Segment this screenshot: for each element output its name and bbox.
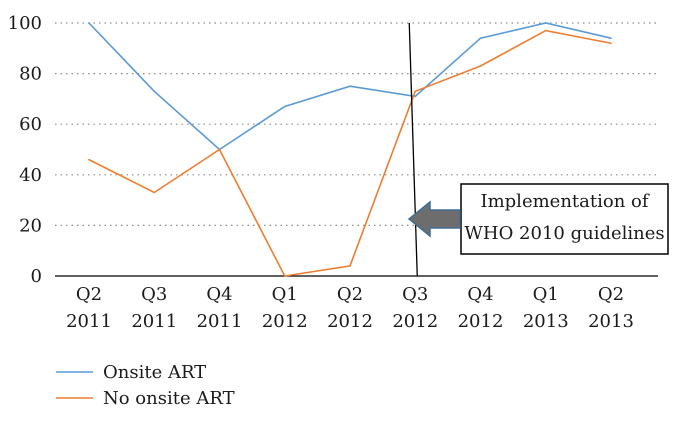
x-tick-label-year: 2012 — [262, 311, 308, 332]
implementation-marker — [408, 22, 418, 277]
y-axis: 0 20 40 60 80 100 — [8, 13, 42, 287]
data-point — [88, 22, 90, 24]
x-tick-label-year: 2012 — [392, 311, 438, 332]
y-tick-label: 0 — [31, 266, 42, 287]
x-tick-label-quarter: Q2 — [598, 284, 624, 305]
data-point — [153, 191, 156, 194]
data-point — [610, 37, 612, 39]
legend: Onsite ART No onsite ART — [56, 362, 235, 409]
data-point — [153, 90, 156, 93]
data-point — [479, 65, 482, 67]
x-tick-label-quarter: Q4 — [206, 284, 232, 305]
data-point — [349, 265, 351, 267]
legend-label-onsite-art: Onsite ART — [103, 362, 206, 383]
annotation-text-line-1: Implementation of — [480, 191, 649, 212]
gridlines — [55, 22, 658, 226]
x-tick-label-year: 2011 — [197, 311, 243, 332]
y-tick-label: 60 — [19, 114, 42, 135]
x-tick-label-quarter: Q4 — [467, 284, 493, 305]
x-tick-label-quarter: Q1 — [272, 284, 298, 305]
left-arrow-icon — [407, 200, 461, 238]
data-point — [414, 90, 417, 93]
data-point — [544, 22, 547, 24]
x-tick-label-quarter: Q2 — [76, 284, 102, 305]
series-lines — [88, 22, 612, 277]
data-point — [544, 29, 547, 32]
data-point — [479, 37, 482, 39]
x-tick-label-year: 2013 — [588, 311, 634, 332]
x-tick-label-year: 2011 — [131, 311, 177, 332]
x-tick-label-quarter: Q3 — [402, 284, 428, 305]
data-point — [414, 95, 417, 98]
x-tick-label-year: 2011 — [66, 311, 112, 332]
data-point — [88, 158, 90, 161]
y-tick-label: 80 — [19, 64, 42, 85]
x-axis: Q2 2011 Q3 2011 Q4 2011 Q1 2012 Q2 2012 Q3 2012 Q4 20… — [55, 275, 658, 332]
implementation-line — [408, 22, 418, 277]
data-point — [349, 85, 351, 88]
y-tick-label: 20 — [19, 215, 42, 236]
x-tick-label-year: 2012 — [458, 311, 504, 332]
data-point — [283, 105, 286, 108]
y-tick-label: 100 — [8, 13, 42, 34]
annotation-box — [460, 183, 669, 255]
implementation-annotation: Implementation of WHO 2010 guidelines — [407, 183, 669, 255]
data-point — [218, 148, 221, 151]
data-point — [283, 275, 286, 277]
x-tick-label-year: 2013 — [523, 311, 569, 332]
x-tick-label-quarter: Q1 — [533, 284, 559, 305]
x-tick-label-quarter: Q2 — [337, 284, 363, 305]
y-tick-label: 40 — [19, 165, 42, 186]
x-tick-label-year: 2012 — [327, 311, 373, 332]
legend-label-no-onsite-art: No onsite ART — [103, 388, 235, 409]
annotation-text-line-2: WHO 2010 guidelines — [464, 223, 664, 244]
data-point — [610, 42, 612, 45]
x-tick-label-quarter: Q3 — [141, 284, 167, 305]
